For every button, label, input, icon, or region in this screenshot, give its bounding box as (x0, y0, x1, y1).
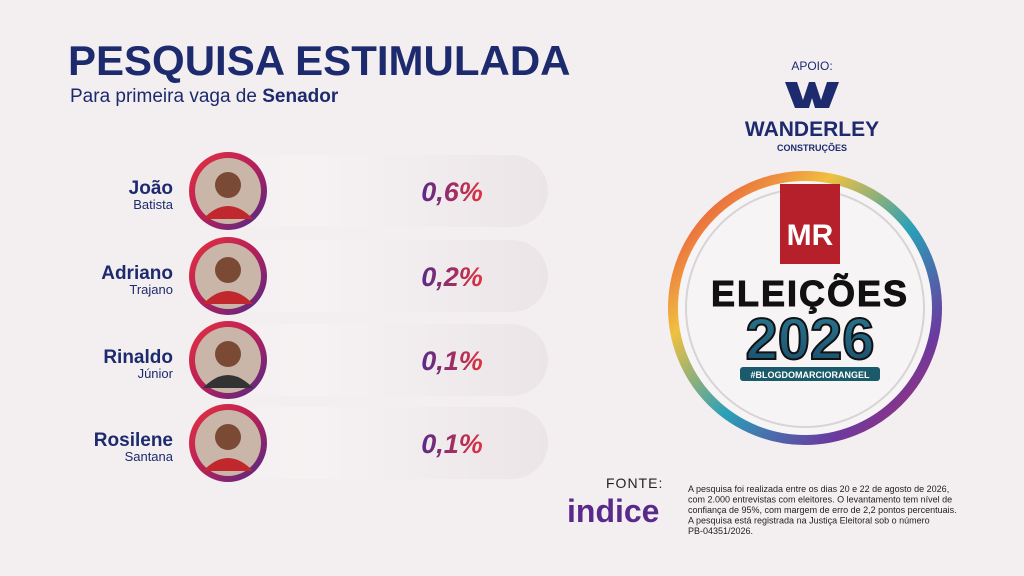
methodology-line: confiança de 95%, com margem de erro de … (688, 505, 957, 515)
row-pill (185, 155, 548, 227)
photo-body (203, 291, 253, 304)
badge-title: ELEIÇÕES (711, 272, 909, 314)
title: PESQUISA ESTIMULADA (68, 37, 570, 84)
brand: MR (787, 219, 834, 252)
badge-year: 2026 (745, 307, 874, 372)
last-name: Trajano (129, 282, 173, 297)
last-name: Santana (125, 449, 174, 464)
subtitle-text: Para primeira vaga de (70, 86, 262, 107)
brand-flag (780, 184, 840, 264)
sponsor-label: APOIO: (791, 59, 832, 73)
first-name: Adriano (101, 263, 173, 284)
photo-body (203, 458, 253, 471)
hashtag: #BLOGDOMARCIORANGEL (751, 370, 871, 380)
sponsor-tagline: CONSTRUÇÕES (777, 143, 847, 153)
sponsor-name: WANDERLEY (745, 118, 879, 141)
row-pill (185, 407, 548, 479)
subtitle-bold: Senador (262, 86, 339, 107)
methodology-line: A pesquisa está registrada na Justiça El… (688, 516, 930, 526)
methodology-line: com 2.000 entrevistas com eleitores. O l… (688, 495, 952, 505)
sponsor-logo (785, 82, 839, 108)
source-label: FONTE: (606, 475, 663, 491)
methodology: A pesquisa foi realizada entre os dias 2… (688, 484, 957, 536)
first-name: João (129, 178, 173, 199)
percent: 0,6% (421, 177, 483, 207)
photo-body (203, 375, 253, 388)
hashtag-bar (740, 367, 880, 381)
last-name: Júnior (138, 366, 174, 381)
methodology-line: A pesquisa foi realizada entre os dias 2… (688, 484, 949, 494)
photo-head (215, 341, 241, 367)
first-name: Rinaldo (103, 347, 173, 368)
methodology-line: PB-04351/2026. (688, 526, 753, 536)
photo-head (215, 257, 241, 283)
row-pill (185, 240, 548, 312)
source-name: indice (567, 493, 659, 529)
photo-body (203, 206, 253, 219)
last-name: Batista (133, 197, 174, 212)
photo-head (215, 172, 241, 198)
subtitle: Para primeira vaga de Senador (70, 86, 339, 107)
percent: 0,1% (421, 346, 483, 376)
percent: 0,1% (421, 429, 483, 459)
row-pill (185, 324, 548, 396)
first-name: Rosilene (94, 430, 173, 451)
percent: 0,2% (421, 262, 483, 292)
photo-head (215, 424, 241, 450)
